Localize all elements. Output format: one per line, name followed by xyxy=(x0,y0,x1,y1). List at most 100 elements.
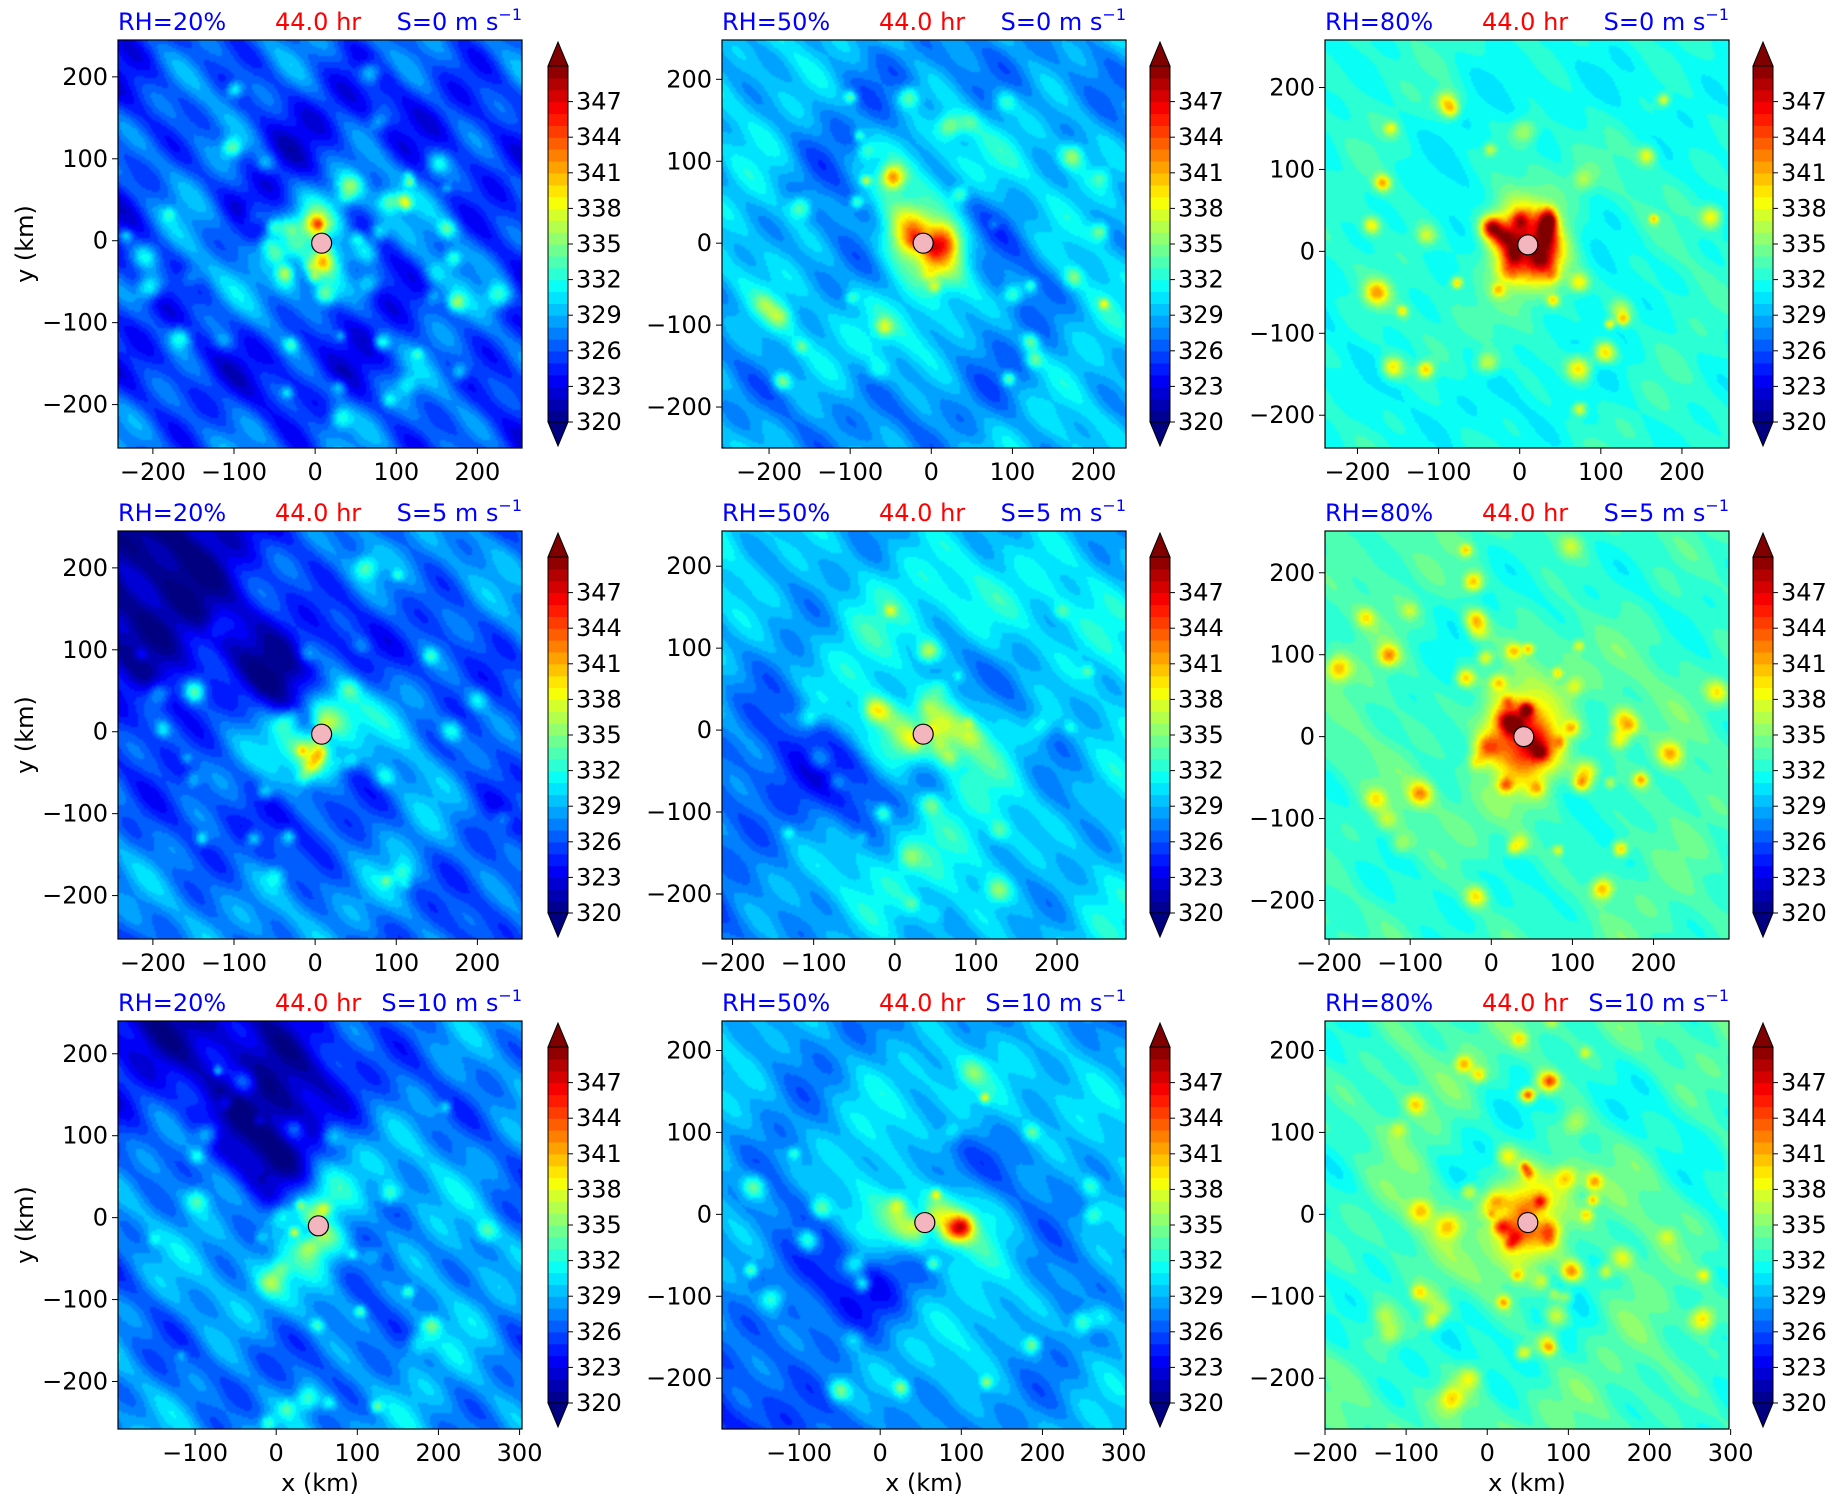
colorbar-segment xyxy=(1753,806,1773,819)
y-tick-label: −200 xyxy=(42,882,108,910)
colorbar-segment xyxy=(1150,255,1170,269)
colorbar-segment xyxy=(548,1308,568,1321)
colorbar-segment xyxy=(548,315,568,328)
colorbar-segment xyxy=(1753,628,1773,641)
x-tick-label: 100 xyxy=(938,1439,984,1467)
colorbar-segment xyxy=(1150,770,1170,784)
colorbar-tick-label: 341 xyxy=(576,159,622,187)
colorbar-segment xyxy=(1150,711,1170,724)
colorbar-segment xyxy=(548,101,568,115)
colorbar-segment xyxy=(548,651,568,665)
colorbar-tick-label: 347 xyxy=(1178,1069,1224,1097)
x-tick-label: −200 xyxy=(1296,949,1362,977)
x-tick-label: −200 xyxy=(700,949,766,977)
colorbar-segment xyxy=(1753,1236,1773,1250)
x-tick-label: 200 xyxy=(1020,1439,1066,1467)
colorbar-segment xyxy=(1150,829,1170,843)
x-tick-label: 100 xyxy=(373,458,419,486)
colorbar-tick-label: 323 xyxy=(1178,1353,1224,1381)
colorbar-tick-label: 329 xyxy=(576,792,622,820)
y-tick-label: 100 xyxy=(62,636,108,664)
colorbar-tick-label: 320 xyxy=(1781,1389,1827,1417)
colorbar-segment xyxy=(548,1118,568,1131)
colorbar-tick-label: 347 xyxy=(1178,579,1224,607)
colorbar-segment xyxy=(1753,711,1773,724)
panel-title-shear: S=5 m s−1 xyxy=(1001,496,1126,527)
y-tick-label: 200 xyxy=(1269,559,1315,587)
colorbar-segment xyxy=(1753,889,1773,902)
colorbar-segment xyxy=(548,1284,568,1297)
colorbar-segment xyxy=(1150,758,1170,772)
colorbar: 320 323 326 329 332 335 338 341 344 347 xyxy=(1149,531,1224,939)
colorbar: 320 323 326 329 332 335 338 341 344 347 xyxy=(1149,40,1224,448)
x-axis-label: x (km) xyxy=(885,1469,963,1497)
colorbar-segment xyxy=(548,1047,568,1060)
y-tick-label: 200 xyxy=(62,554,108,582)
colorbar-segment xyxy=(548,220,568,233)
colorbar-segment xyxy=(1753,208,1773,221)
colorbar-tick-label: 338 xyxy=(1178,194,1224,222)
y-tick-label: −200 xyxy=(42,391,108,419)
x-tick-label: −200 xyxy=(1292,1439,1358,1467)
colorbar-segment xyxy=(548,1355,568,1368)
colorbar-segment xyxy=(1753,1201,1773,1214)
colorbar-tick-label: 326 xyxy=(1178,337,1224,365)
colorbar-tick-label: 335 xyxy=(1178,721,1224,749)
colorbar-segment xyxy=(1150,675,1170,689)
colorbar: 320 323 326 329 332 335 338 341 344 347 xyxy=(547,40,622,448)
colorbar-segment xyxy=(1753,1118,1773,1131)
colorbar-segment xyxy=(548,865,568,878)
y-tick-label: −200 xyxy=(1249,401,1315,429)
colorbar-segment xyxy=(1150,89,1170,103)
colorbar-extend-min xyxy=(547,421,569,448)
y-tick-label: 200 xyxy=(666,1036,712,1064)
x-tick-label: 0 xyxy=(873,1439,888,1467)
colorbar-segment xyxy=(1150,1225,1170,1238)
colorbar-tick-label: 341 xyxy=(1781,650,1827,678)
colorbar-extend-min xyxy=(1752,421,1774,448)
colorbar-segment xyxy=(1150,374,1170,387)
colorbar-tick-label: 329 xyxy=(576,301,622,329)
y-tick-label: 0 xyxy=(697,716,712,744)
colorbar-segment xyxy=(548,1367,568,1380)
colorbar-tick-label: 335 xyxy=(576,1211,622,1239)
colorbar-tick-label: 335 xyxy=(576,230,622,258)
colorbar-segment xyxy=(548,604,568,617)
colorbar-tick-label: 341 xyxy=(1178,1140,1224,1168)
panel-title-rh: RH=80% xyxy=(1325,8,1433,36)
colorbar-segment xyxy=(1150,1058,1170,1072)
colorbar-segment xyxy=(548,1260,568,1274)
colorbar-segment xyxy=(1150,77,1170,91)
colorbar-segment xyxy=(1150,1070,1170,1084)
panel-8: RH=50% 44.0 hr S=10 m s−1 −100 0 100 200 300 200… xyxy=(646,986,1224,1497)
x-tick-label: 200 xyxy=(1071,458,1117,486)
colorbar-extend-min xyxy=(1149,421,1171,448)
colorbar-tick-label: 344 xyxy=(1178,614,1224,642)
x-tick-label: 300 xyxy=(1101,1439,1147,1467)
colorbar-segment xyxy=(1753,315,1773,328)
colorbar-extend-max xyxy=(1752,531,1774,558)
colorbar-segment xyxy=(1150,315,1170,328)
colorbar-segment xyxy=(1150,557,1170,570)
colorbar-segment xyxy=(1150,291,1170,304)
colorbar-segment xyxy=(1753,770,1773,784)
colorbar-segment xyxy=(548,386,568,399)
y-tick-label: 100 xyxy=(666,634,712,662)
colorbar-segment xyxy=(1753,865,1773,878)
storm-center-marker xyxy=(311,232,333,254)
colorbar-tick-label: 332 xyxy=(576,266,622,294)
colorbar-segment xyxy=(1150,1367,1170,1380)
colorbar-segment xyxy=(1753,1379,1773,1392)
panel-title-shear: S=10 m s−1 xyxy=(381,986,522,1017)
x-tick-label: −100 xyxy=(817,458,883,486)
colorbar-tick-label: 332 xyxy=(1178,266,1224,294)
colorbar-segment xyxy=(548,255,568,269)
colorbar-tick-label: 347 xyxy=(1781,1069,1827,1097)
colorbar-tick-label: 323 xyxy=(576,1353,622,1381)
y-tick-label: −200 xyxy=(646,393,712,421)
plot-frame xyxy=(721,39,1127,449)
y-tick-label: 200 xyxy=(62,63,108,91)
colorbar-tick-label: 344 xyxy=(1781,614,1827,642)
colorbar-segment xyxy=(1753,1343,1773,1357)
